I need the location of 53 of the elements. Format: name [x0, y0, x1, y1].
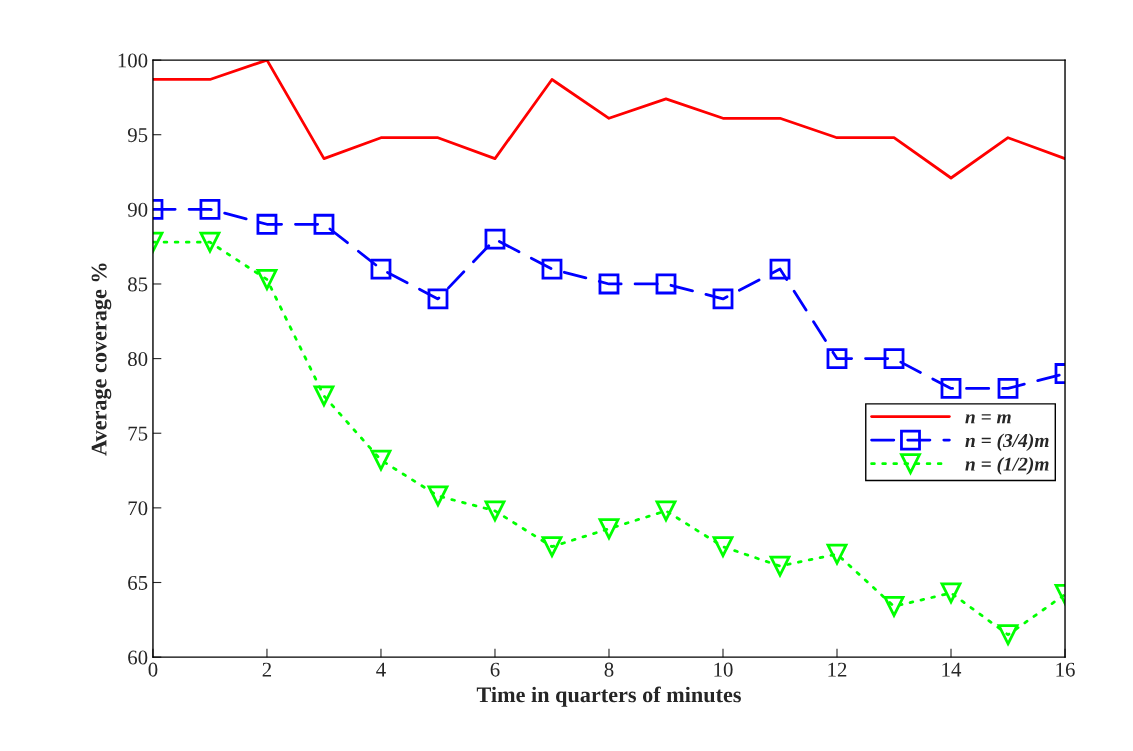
point [940, 582, 962, 604]
y-tick-label: 65 [128, 575, 148, 590]
point [370, 258, 392, 280]
point [598, 273, 620, 295]
y-tick-label: 70 [128, 501, 148, 516]
point [997, 624, 1019, 646]
x-axis-title: Time in quarters of minutes [476, 686, 741, 707]
x-tick-label: 8 [604, 662, 614, 677]
x-tick-label: 12 [828, 662, 847, 677]
x-tick-label: 16 [1056, 662, 1075, 677]
point [769, 555, 791, 577]
point [427, 485, 449, 507]
y-tick-label: 100 [118, 53, 148, 68]
x-tick-label: 0 [148, 662, 158, 677]
point [484, 500, 506, 522]
point [256, 213, 278, 235]
point [883, 595, 905, 617]
y-tick-label: 75 [128, 426, 148, 441]
point [598, 518, 620, 540]
point [541, 258, 563, 280]
point [199, 231, 221, 253]
point [769, 258, 791, 280]
y-tick-label: 60 [128, 650, 148, 665]
point [313, 213, 335, 235]
point [655, 273, 677, 295]
y-tick-label: 95 [127, 128, 148, 143]
point [712, 536, 734, 558]
point [313, 385, 335, 407]
point [541, 536, 563, 558]
point [940, 378, 962, 399]
legend-label: n = (1/2)m [965, 457, 1049, 475]
point [826, 543, 848, 565]
x-tick-label: 14 [942, 662, 962, 677]
legend-label: n = (3/4)m [965, 433, 1049, 452]
point [484, 228, 506, 250]
point [199, 198, 221, 220]
x-tick-label: 2 [262, 662, 272, 677]
point [256, 269, 278, 290]
point [655, 500, 677, 522]
x-tick-label: 6 [490, 662, 500, 677]
y-tick-label: 80 [128, 351, 148, 367]
point [883, 348, 905, 370]
point [370, 449, 392, 471]
point [427, 288, 449, 310]
point [997, 378, 1019, 399]
x-tick-label: 10 [714, 662, 733, 677]
y-tick-label: 90 [127, 202, 148, 217]
y-tick-label: 85 [128, 277, 148, 292]
point [712, 288, 734, 310]
x-tick-label: 4 [376, 662, 386, 677]
y-axis-title: Average coverage % [91, 263, 112, 456]
point [826, 348, 848, 370]
legend-label: n = m [965, 414, 1011, 424]
